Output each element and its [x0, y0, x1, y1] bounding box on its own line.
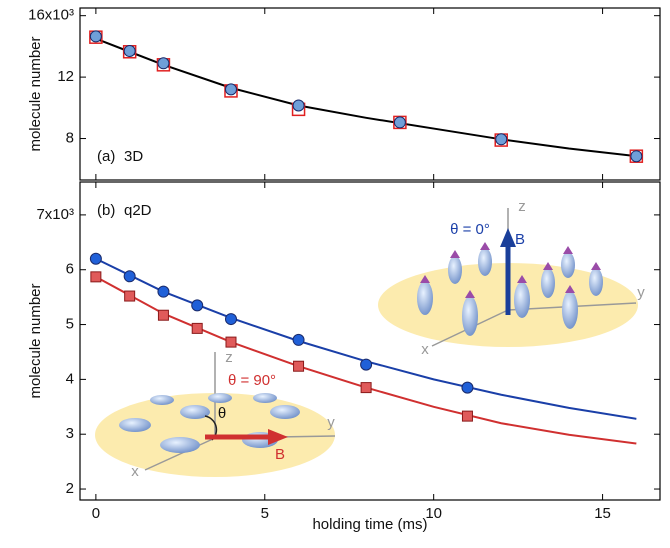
data-point — [293, 360, 305, 372]
y-tick-label: 12 — [57, 68, 74, 85]
annotation: z — [518, 198, 526, 215]
data-point — [630, 150, 643, 163]
data-point — [225, 336, 237, 348]
y-tick-label: 6 — [66, 261, 74, 278]
y-tick-label: 5 — [66, 316, 74, 333]
annotation: z — [225, 349, 233, 366]
y-tick-label: 3 — [66, 425, 74, 442]
inset-perpendicular — [95, 352, 336, 477]
y-axis-label: molecule number — [27, 36, 44, 151]
annotation: y — [327, 414, 335, 431]
data-point — [123, 270, 136, 283]
data-point — [461, 410, 473, 422]
annotation: x — [421, 341, 429, 358]
panel-name: q2D — [124, 202, 152, 219]
y-tick-label: 2 — [66, 480, 74, 497]
annotation: B — [515, 231, 525, 248]
inset-parallel — [378, 208, 638, 347]
x-tick-label: 5 — [261, 505, 269, 522]
data-point — [157, 285, 170, 298]
fit-curve — [95, 37, 637, 158]
annotation: y — [637, 284, 645, 301]
data-point — [157, 309, 169, 321]
annotation: B — [275, 446, 285, 463]
annotation: x — [131, 463, 139, 480]
data-point — [292, 99, 305, 112]
x-tick-label: 10 — [425, 505, 442, 522]
data-point — [360, 382, 372, 394]
data-point — [123, 45, 136, 57]
y-tick-label: 4 — [66, 370, 74, 387]
data-point — [89, 30, 102, 43]
data-point — [495, 133, 508, 146]
annotation: θ — [218, 405, 226, 422]
panel-label: (b) — [97, 202, 115, 219]
data-point — [89, 252, 102, 265]
data-point — [191, 322, 203, 334]
y-tick-label: 8 — [66, 130, 74, 147]
data-point — [224, 83, 237, 96]
annotation: θ = 90° — [228, 372, 276, 389]
data-point — [292, 333, 305, 346]
x-axis-label: holding time (ms) — [312, 516, 427, 533]
data-point — [393, 116, 406, 129]
markers — [89, 30, 644, 422]
panel-name: 3D — [124, 148, 143, 165]
x-tick-label: 0 — [92, 505, 100, 522]
data-point — [224, 313, 237, 326]
panel-label: (a) — [97, 148, 115, 165]
y-tick-label: 7x10³ — [36, 206, 74, 223]
x-tick-label: 15 — [594, 505, 611, 522]
data-point — [124, 290, 136, 302]
plot-frame — [79, 181, 661, 501]
annotation: θ = 0° — [450, 221, 490, 238]
y-tick-label: 16x10³ — [28, 7, 74, 24]
y-axis-label: molecule number — [27, 283, 44, 398]
plot-frame — [79, 7, 661, 181]
data-point — [461, 381, 474, 394]
data-point — [191, 299, 204, 312]
data-point — [360, 358, 373, 371]
data-point — [157, 57, 170, 70]
data-point — [90, 271, 102, 283]
